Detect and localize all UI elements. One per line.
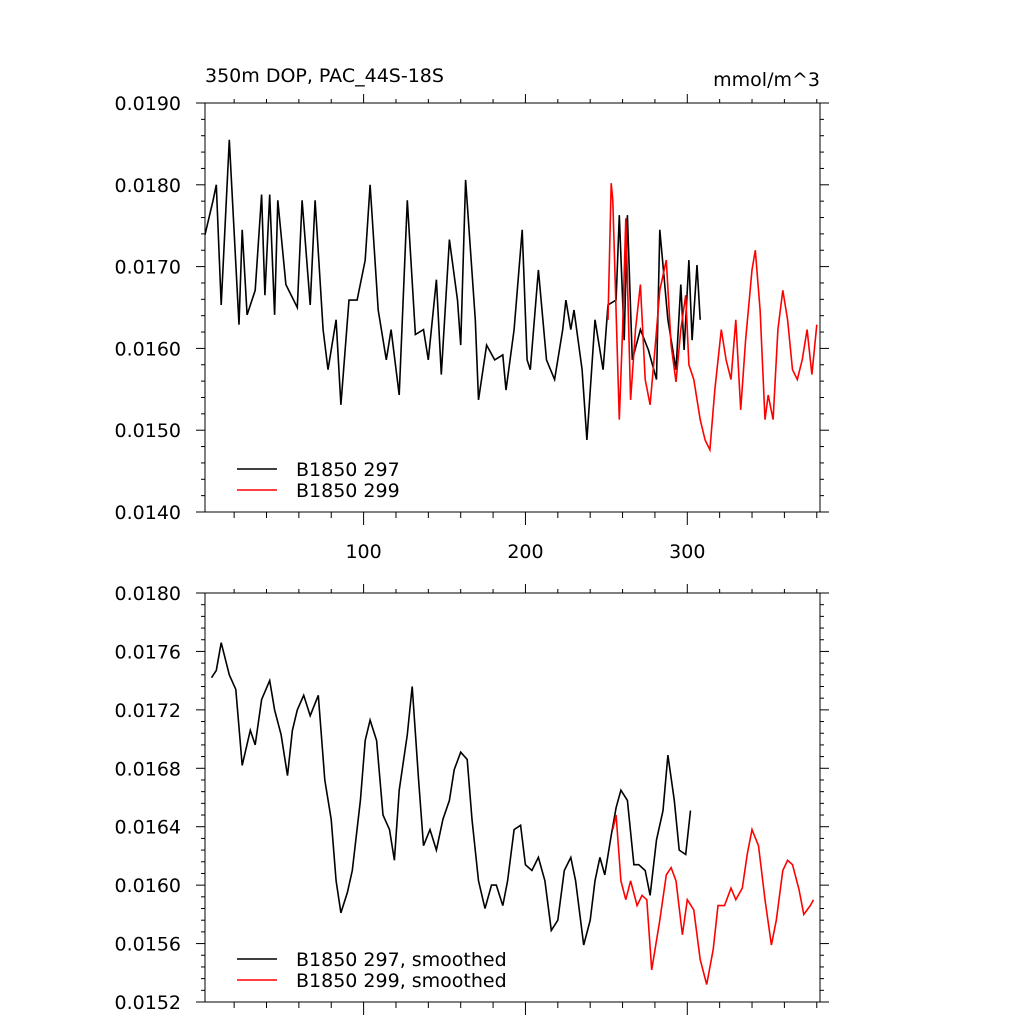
data-line xyxy=(607,183,818,453)
y-tick-label: 0.0152 xyxy=(115,992,181,1014)
legend-label: B1850 299, smoothed xyxy=(296,970,507,992)
y-tick-label: 0.0180 xyxy=(115,583,181,605)
y-tick-label: 0.0140 xyxy=(115,502,181,524)
data-line xyxy=(210,642,692,946)
plot-frame xyxy=(204,592,821,1003)
y-tick-label: 0.0172 xyxy=(115,700,181,722)
y-tick-label: 0.0156 xyxy=(115,934,181,956)
legend-label: B1850 297, smoothed xyxy=(296,949,507,971)
units-label: mmol/m^3 xyxy=(713,69,820,91)
x-tick-label: 100 xyxy=(345,541,381,563)
y-tick-label: 0.0190 xyxy=(115,93,181,115)
data-line xyxy=(204,139,701,441)
y-tick-label: 0.0180 xyxy=(115,175,181,197)
x-tick-label: 300 xyxy=(669,541,705,563)
y-tick-label: 0.0164 xyxy=(115,817,181,839)
y-tick-label: 0.0160 xyxy=(115,338,181,360)
legend-label: B1850 299 xyxy=(296,480,400,502)
y-tick-label: 0.0170 xyxy=(115,257,181,279)
y-tick-label: 0.0160 xyxy=(115,875,181,897)
data-line xyxy=(612,814,815,985)
y-tick-label: 0.0150 xyxy=(115,420,181,442)
y-tick-label: 0.0176 xyxy=(115,641,181,663)
y-tick-label: 0.0168 xyxy=(115,758,181,780)
x-tick-label: 200 xyxy=(507,541,543,563)
plot-frame xyxy=(204,102,821,513)
chart-title: 350m DOP, PAC_44S-18S xyxy=(205,65,444,87)
legend-label: B1850 297 xyxy=(296,459,400,481)
